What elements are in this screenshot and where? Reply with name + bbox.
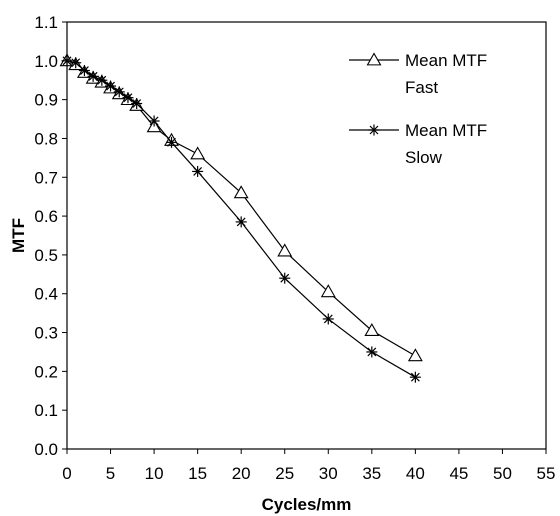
legend-entry-2: Mean MTF Slow [349,121,487,167]
x-tick-label: 50 [493,464,512,483]
series-line [66,60,416,357]
data-point [277,243,293,257]
data-point [364,322,380,337]
data-point [409,371,421,383]
data-point [322,313,334,325]
asterisk-stroke [114,87,124,97]
legend-entry-1: Mean MTF Fast [349,51,487,97]
data-point [235,216,247,228]
asterisk-stroke [323,314,333,324]
legend-swatch-marker [366,52,382,66]
legend-swatch-marker [368,124,380,136]
asterisk-stroke [236,217,246,227]
data-point [78,65,90,77]
y-tick-label: 0.3 [34,324,58,343]
x-tick-label: 40 [406,464,425,483]
asterisk-stroke [97,75,107,85]
data-point [122,92,134,104]
legend-label: Mean MTF [405,51,487,70]
legend-label: Mean MTF [405,121,487,140]
data-point [192,165,204,177]
plot-area-frame [66,21,547,450]
x-axis-ticks: 0 5 10 15 20 25 30 35 40 45 50 55 [62,449,555,483]
x-tick-label: 5 [106,464,115,483]
x-tick-label: 15 [188,464,207,483]
data-point [87,70,99,82]
legend-label: Slow [405,148,443,167]
x-tick-label: 10 [145,464,164,483]
y-tick-label: 0.6 [34,207,58,226]
data-point [190,146,206,160]
series-1 [59,53,423,362]
x-tick-label: 30 [319,464,338,483]
asterisk-stroke [106,81,115,91]
asterisk-stroke [280,273,290,283]
y-tick-label: 0.8 [34,129,58,148]
asterisk-stroke [167,137,176,147]
data-point [279,272,291,284]
data-point [233,185,249,199]
asterisk-stroke [123,93,133,103]
y-tick-label: 1.1 [34,13,58,32]
data-point [70,57,82,69]
data-point [113,86,125,98]
asterisk-stroke [410,372,420,382]
data-point [366,346,378,358]
x-tick-label: 55 [537,464,556,483]
asterisk-stroke [369,125,379,135]
asterisk-stroke [193,167,203,176]
asterisk-stroke [79,66,89,75]
legend: Mean MTF Fast Mean MTF Slow [349,51,487,167]
asterisk-stroke [88,71,98,81]
x-tick-label: 45 [449,464,468,483]
asterisk-stroke [149,116,159,126]
legend-label: Fast [405,78,438,97]
series-2 [61,55,421,383]
y-tick-label: 0.2 [34,362,58,381]
asterisk-stroke [132,99,142,108]
series-layer [59,53,423,383]
data-point [320,284,336,298]
y-tick-label: 0.7 [34,168,58,187]
x-axis-title: Cycles/mm [262,495,352,514]
x-tick-label: 0 [62,464,71,483]
x-tick-label: 20 [232,464,251,483]
data-point [105,80,117,92]
y-tick-label: 0.0 [34,440,58,459]
x-tick-label: 25 [275,464,294,483]
data-point [96,74,108,86]
data-point [407,348,423,362]
data-point [148,115,160,127]
y-tick-label: 0.9 [34,91,58,110]
y-tick-label: 0.5 [34,246,58,265]
y-tick-label: 1.0 [34,52,58,71]
asterisk-stroke [71,58,81,68]
y-axis-title: MTF [9,218,28,253]
y-tick-label: 0.4 [34,285,58,304]
data-point [166,136,178,148]
asterisk-stroke [367,347,377,357]
y-axis-ticks: 0.0 0.1 0.2 0.3 0.4 0.5 0.6 0.7 0.8 0.9 1.0 1.1 [34,13,67,459]
y-tick-label: 0.1 [34,401,58,420]
data-point [131,98,143,110]
x-tick-label: 35 [362,464,381,483]
